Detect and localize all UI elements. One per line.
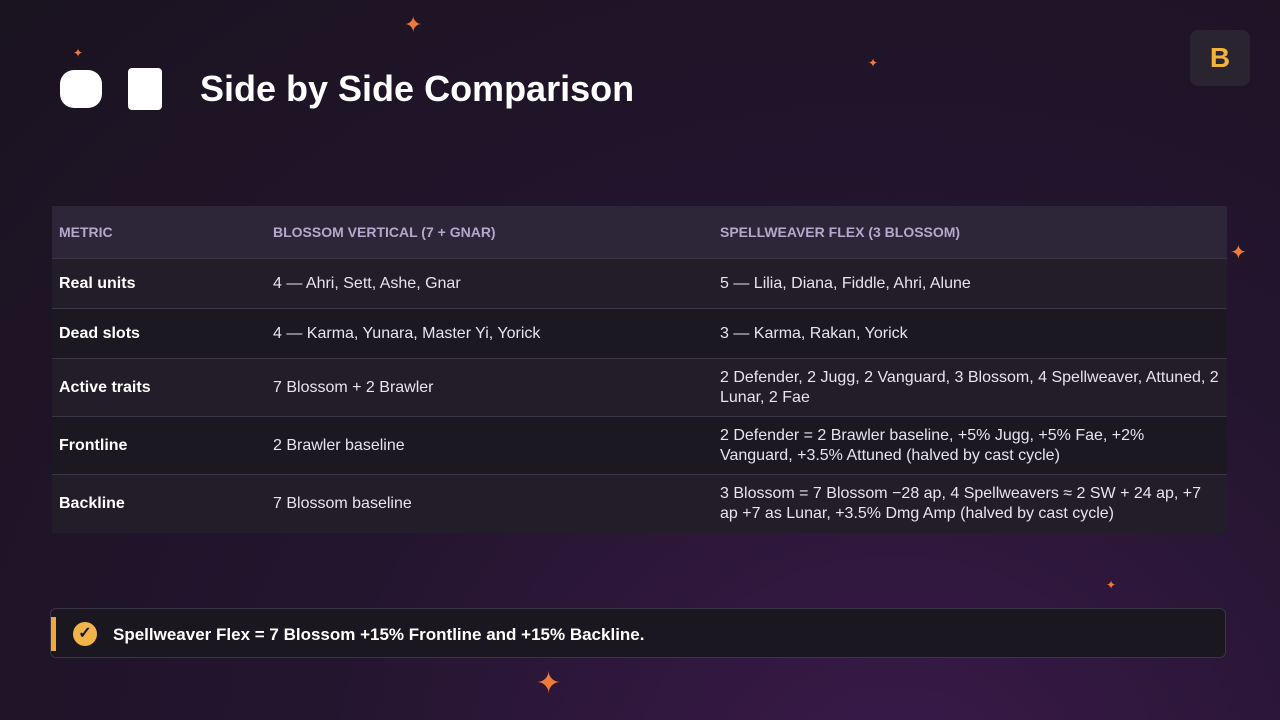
table-cell: Real units (52, 258, 266, 309)
table-cell: Dead slots (52, 308, 266, 359)
table-cell: Active traits (52, 358, 266, 417)
star: ✦ (404, 12, 423, 37)
title: Side by Side Comparison (200, 68, 635, 109)
star: ✦ (1106, 578, 1117, 592)
callout: ✓ Spellweaver Flex = 7 Blossom +15% Fron… (50, 608, 1226, 658)
table-cell: 3 Blossom = 7 Blossom −28 ap, 4 Spellwea… (713, 474, 1227, 533)
star: ✦ (1230, 242, 1247, 264)
table-cell: 7 Blossom baseline (266, 474, 713, 533)
table-cell: 3 — Karma, Rakan, Yorick (713, 308, 1227, 359)
table-cell: Frontline (52, 416, 266, 475)
table-cell: 2 Defender = 2 Brawler baseline, +5% Jug… (713, 416, 1227, 475)
column-header: BLOSSOM VERTICAL (7 + GNAR) (266, 206, 713, 259)
table-cell: 2 Defender, 2 Jugg, 2 Vanguard, 3 Blosso… (713, 358, 1227, 417)
table-cell: 5 — Lilia, Diana, Fiddle, Ahri, Alune (713, 258, 1227, 309)
accent-bar (51, 617, 56, 651)
table-cell: Backline (52, 474, 266, 533)
table-row: Dead slots 4 — Karma, Yunara, Master Yi, … (52, 308, 1227, 359)
icon (60, 70, 102, 108)
icon (128, 68, 162, 110)
star: ✦ (73, 46, 84, 60)
comparison-table: METRIC BLOSSOM VERTICAL (7 + GNAR) SPELLWE… (52, 206, 1227, 533)
table-cell: 2 Brawler baseline (266, 416, 713, 475)
table-cell: 4 — Ahri, Sett, Ashe, Gnar (266, 258, 713, 309)
column-header: SPELLWEAVER FLEX (3 BLOSSOM) (713, 206, 1227, 259)
callout-text: Spellweaver Flex = 7 Blossom +15% Frontl… (113, 625, 645, 644)
table-cell: 4 — Karma, Yunara, Master Yi, Yorick (266, 308, 713, 359)
star: ✦ (536, 667, 562, 700)
star: ✦ (868, 56, 879, 70)
table-cell: 7 Blossom + 2 Brawler (266, 358, 713, 417)
table-row: Backline 7 Blossom baseline 3 Blossom = 7 … (52, 474, 1227, 533)
logo: B (1190, 30, 1250, 86)
table-row: Frontline 2 Brawler baseline 2 Defender = … (52, 416, 1227, 475)
check-icon: ✓ (73, 622, 97, 646)
table-row: Active traits 7 Blossom + 2 Brawler 2 Defe… (52, 358, 1227, 417)
table-row: Real units 4 — Ahri, Sett, Ashe, Gnar 5 — … (52, 258, 1227, 309)
column-header: METRIC (52, 206, 266, 259)
